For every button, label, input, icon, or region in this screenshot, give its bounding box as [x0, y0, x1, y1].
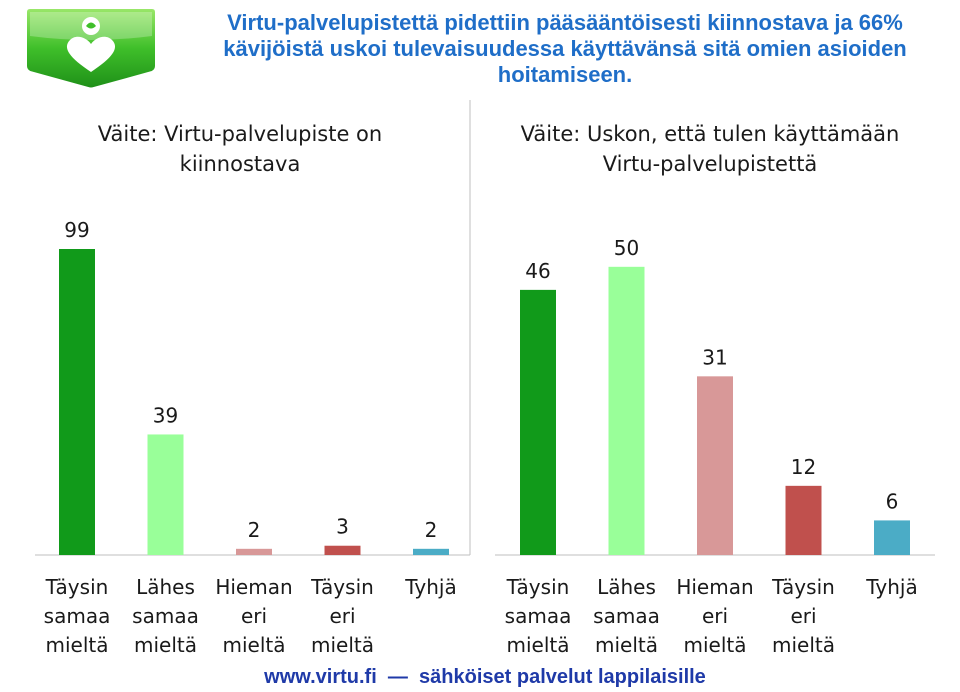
tick-label-left-5: Tyhjä	[404, 575, 456, 599]
footer-tagline: sähköiset palvelut lappilaisille	[419, 666, 706, 688]
bar-right-1	[520, 289, 556, 555]
data-label-right-1: 46	[525, 259, 550, 283]
tick-label-right-2: Lähes samaa mieltä	[593, 575, 660, 657]
bar-left-3	[236, 548, 272, 555]
data-label-right-2: 50	[614, 236, 639, 260]
chart-title-left: Väite: Virtu-palvelupiste on kiinnostava	[97, 122, 383, 176]
data-label-right-4: 12	[791, 455, 816, 479]
tick-label-left-3: Hieman eri mieltä	[215, 575, 292, 657]
bar-left-5	[413, 548, 449, 555]
tick-label-left-4: Täysin eri mieltä	[310, 575, 374, 657]
bar-left-1	[59, 249, 95, 555]
data-label-left-3: 2	[248, 518, 261, 542]
data-label-left-4: 3	[336, 515, 349, 539]
bar-right-4	[785, 485, 822, 555]
bar-right-3	[697, 376, 733, 555]
footer: www.virtu.fi — sähköiset palvelut lappil…	[250, 662, 720, 692]
chart-title-right: Väite: Uskon, että tulen käyttämään Virt…	[520, 122, 900, 176]
tick-label-right-3: Hieman eri mieltä	[676, 575, 753, 657]
tick-label-right-5: Tyhjä	[865, 575, 917, 599]
chart-panel-right: 46 Täysin samaa mieltä 50 Lähes samaa mieltä 31 H…	[495, 236, 935, 657]
footer-dash: —	[382, 666, 414, 688]
bar-left-2	[147, 434, 184, 555]
data-label-right-5: 6	[886, 489, 899, 513]
data-label-left-1: 99	[64, 218, 89, 242]
bar-right-5	[874, 520, 910, 555]
tick-label-right-4: Täysin eri mieltä	[771, 575, 835, 657]
data-label-left-5: 2	[425, 518, 438, 542]
tick-label-left-2: Lähes samaa mieltä	[132, 575, 199, 657]
data-label-left-2: 39	[153, 403, 178, 427]
chart-panel-left: 99 Täysin samaa mieltä 39 Lähes samaa mieltä 2 Hi…	[35, 218, 470, 657]
page-title: Virtu-palvelupistettä pidettiin pääsäänt…	[223, 10, 907, 87]
bar-right-2	[608, 266, 645, 555]
footer-site-link[interactable]: www.virtu.fi	[264, 666, 377, 688]
tick-label-left-1: Täysin samaa mieltä	[44, 575, 111, 657]
virtu-logo	[25, 7, 157, 90]
tick-label-right-1: Täysin samaa mieltä	[505, 575, 572, 657]
data-label-right-3: 31	[702, 345, 727, 369]
bar-left-4	[324, 545, 361, 555]
